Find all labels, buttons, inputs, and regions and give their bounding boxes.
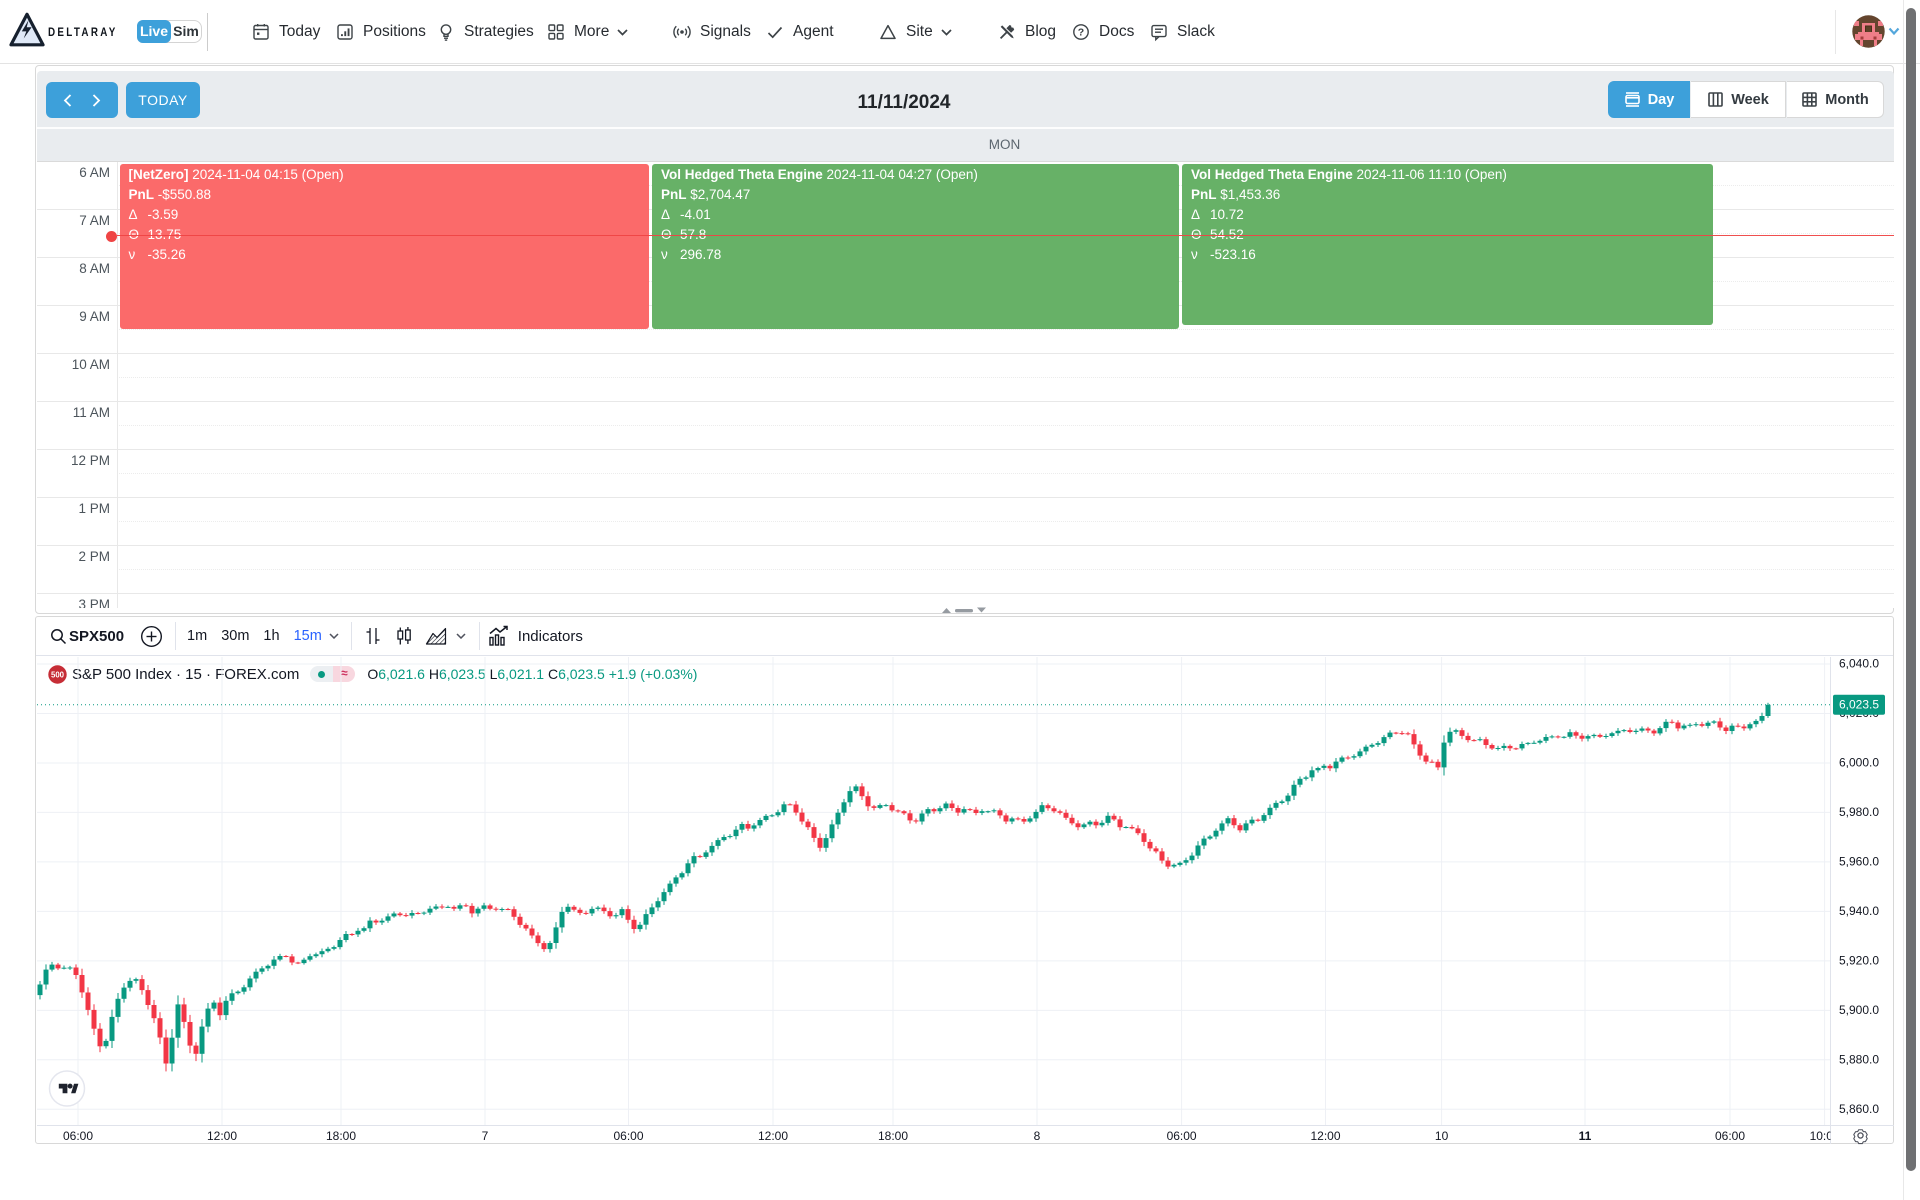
svg-text:06:00: 06:00 [63, 1129, 93, 1143]
svg-text:18:00: 18:00 [326, 1129, 356, 1143]
svg-text:10: 10 [1435, 1129, 1449, 1143]
svg-text:5,860.0: 5,860.0 [1839, 1102, 1879, 1116]
svg-text:06:00: 06:00 [1167, 1129, 1197, 1143]
svg-text:?: ? [1078, 27, 1084, 39]
svg-text:12:00: 12:00 [758, 1129, 788, 1143]
svg-text:6,023.5: 6,023.5 [1839, 697, 1879, 711]
svg-text:5,920.0: 5,920.0 [1839, 954, 1879, 968]
svg-text:06:00: 06:00 [613, 1129, 643, 1143]
svg-text:500: 500 [51, 670, 65, 679]
svg-text:18:00: 18:00 [878, 1129, 908, 1143]
svg-text:5,940.0: 5,940.0 [1839, 904, 1879, 918]
svg-text:5,880.0: 5,880.0 [1839, 1052, 1879, 1066]
svg-text:10:00: 10:00 [1810, 1129, 1840, 1143]
svg-text:6,040.0: 6,040.0 [1839, 657, 1879, 671]
svg-text:11: 11 [1579, 1129, 1592, 1143]
svg-text:5,900.0: 5,900.0 [1839, 1003, 1879, 1017]
svg-text:12:00: 12:00 [1310, 1129, 1340, 1143]
svg-text:12:00: 12:00 [207, 1129, 237, 1143]
svg-text:6,000.0: 6,000.0 [1839, 756, 1879, 770]
svg-text:06:00: 06:00 [1715, 1129, 1745, 1143]
svg-text:5,960.0: 5,960.0 [1839, 855, 1879, 869]
svg-text:8: 8 [1034, 1129, 1041, 1143]
svg-text:7: 7 [482, 1129, 489, 1143]
svg-text:5,980.0: 5,980.0 [1839, 805, 1879, 819]
